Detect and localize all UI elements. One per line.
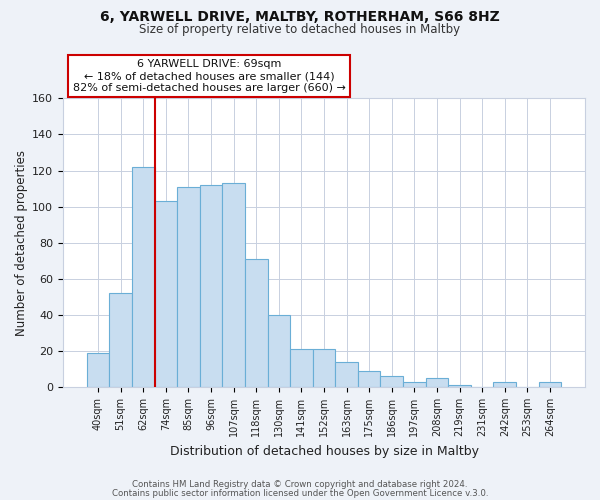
Bar (109, 294, 132, 387)
Bar (448, 386, 471, 387)
Bar (132, 167, 155, 387)
Bar (223, 183, 245, 387)
Text: 6 YARWELL DRIVE: 69sqm
← 18% of detached houses are smaller (144)
82% of semi-de: 6 YARWELL DRIVE: 69sqm ← 18% of detached… (73, 60, 346, 92)
Bar (425, 378, 448, 387)
Bar (87, 353, 109, 387)
Y-axis label: Number of detached properties: Number of detached properties (15, 150, 28, 336)
Text: Contains HM Land Registry data © Crown copyright and database right 2024.: Contains HM Land Registry data © Crown c… (132, 480, 468, 489)
Bar (313, 349, 335, 387)
Text: Size of property relative to detached houses in Maltby: Size of property relative to detached ho… (139, 22, 461, 36)
Bar (177, 187, 200, 387)
Bar (335, 362, 358, 387)
Bar (290, 349, 313, 387)
Bar (380, 376, 403, 387)
Text: Contains public sector information licensed under the Open Government Licence v.: Contains public sector information licen… (112, 488, 488, 498)
Bar (268, 315, 290, 387)
X-axis label: Distribution of detached houses by size in Maltby: Distribution of detached houses by size … (170, 444, 479, 458)
Bar (155, 201, 177, 387)
Bar (493, 382, 516, 387)
Bar (539, 382, 561, 387)
Bar (403, 382, 425, 387)
Bar (200, 185, 223, 387)
Bar (358, 371, 380, 387)
Text: 6, YARWELL DRIVE, MALTBY, ROTHERHAM, S66 8HZ: 6, YARWELL DRIVE, MALTBY, ROTHERHAM, S66… (100, 10, 500, 24)
Bar (245, 259, 268, 387)
